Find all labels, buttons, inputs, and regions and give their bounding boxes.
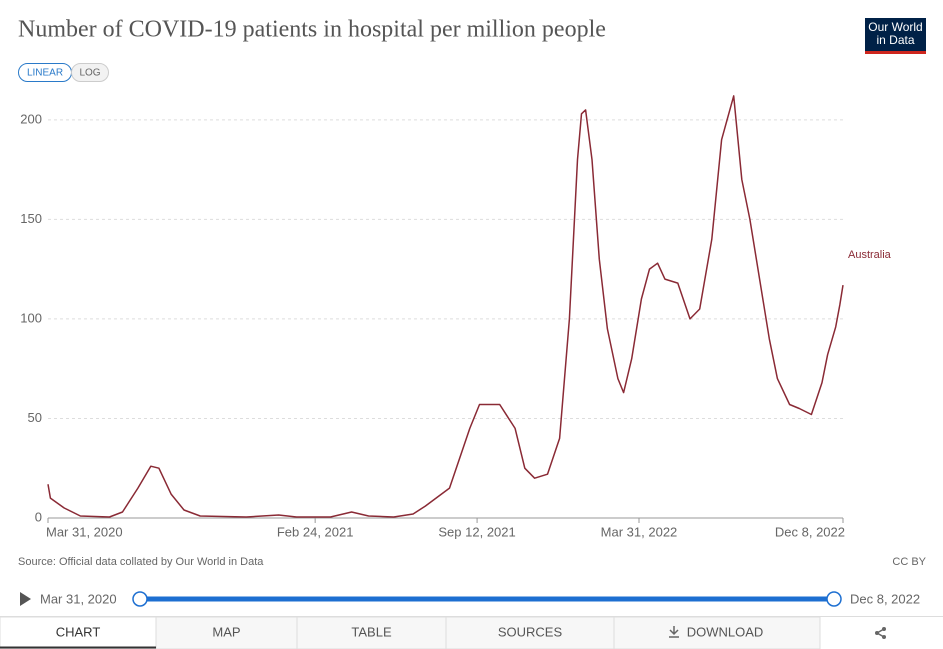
y-tick-label: 50 [28,410,42,425]
timeline-handle[interactable] [132,591,148,607]
data-line [47,95,844,518]
tab[interactable] [445,616,615,649]
tab[interactable] [0,616,157,649]
share-dot [882,627,886,631]
logo: Our World in Data [868,20,923,47]
tab-label[interactable]: TABLE [351,624,392,639]
logo-bar [865,51,926,54]
play-button[interactable] [20,592,31,606]
x-tick-label: Feb 24, 2021 [277,524,354,539]
tab-bar: CHART MAP TABLE SOURCES DOWNLOAD [0,616,943,649]
license: CC BY [892,556,926,568]
y-tick-label: 200 [20,111,42,126]
x-tick-label: Dec 8, 2022 [775,524,845,539]
log-label[interactable]: LOG [79,68,100,79]
download-icon [669,626,679,638]
tab-label[interactable]: SOURCES [498,624,563,639]
logo-box [865,18,926,54]
tab[interactable] [155,616,298,649]
linear-label[interactable]: LINEAR [27,68,63,79]
chart-title: Number of COVID-19 patients in hospital … [18,17,606,43]
share-dot [875,631,879,635]
tab-label[interactable]: CHART [56,624,101,639]
tab-label[interactable]: MAP [212,624,240,639]
timeline-start: Mar 31, 2020 [40,591,117,606]
timeline-end: Dec 8, 2022 [850,591,920,606]
y-tick-label: 150 [20,211,42,226]
series-label: Australia [848,249,892,261]
source: Source: Official data collated by Our Wo… [18,556,264,568]
share-dot [882,635,886,639]
tab[interactable] [613,616,821,649]
x-tick-label: Mar 31, 2022 [601,524,678,539]
tab-label[interactable]: DOWNLOAD [687,624,764,639]
x-tick-label: Mar 31, 2020 [46,524,123,539]
x-tick-label: Sep 12, 2021 [438,524,515,539]
log-button[interactable] [71,63,109,82]
y-tick-label: 100 [20,310,42,325]
y-tick-label: 0 [35,509,42,524]
logo-wrap: Our World in Data [868,20,923,47]
timeline-handle[interactable] [826,591,842,607]
